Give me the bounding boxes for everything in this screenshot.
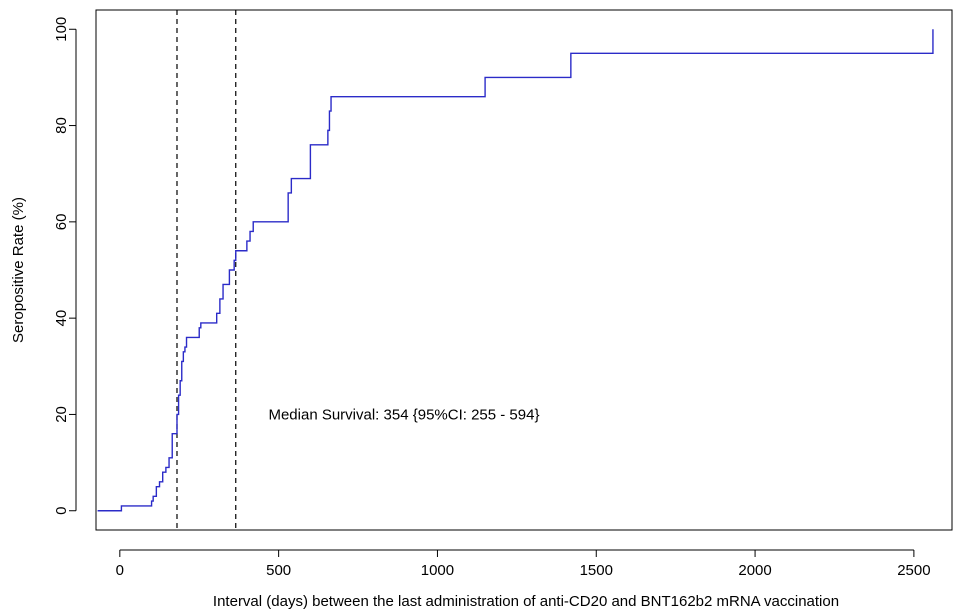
median-survival-annotation: Median Survival: 354 {95%CI: 255 - 594} xyxy=(268,406,539,423)
x-tick-label: 2000 xyxy=(738,562,771,579)
y-tick-label: 40 xyxy=(53,310,70,327)
y-tick-label: 80 xyxy=(53,117,70,134)
y-tick-label: 100 xyxy=(53,17,70,42)
x-axis-title: Interval (days) between the last adminis… xyxy=(213,593,839,610)
x-tick-label: 1500 xyxy=(580,562,613,579)
y-tick-label: 20 xyxy=(53,406,70,423)
survival-step-line xyxy=(97,29,934,512)
x-tick-label: 500 xyxy=(266,562,291,579)
x-tick-label: 0 xyxy=(116,562,124,579)
y-tick-label: 0 xyxy=(53,507,70,515)
plot-frame xyxy=(95,9,953,531)
y-axis-title: Seropositive Rate (%) xyxy=(10,197,27,343)
x-tick-label: 1000 xyxy=(421,562,454,579)
x-tick-label: 2500 xyxy=(897,562,930,579)
y-tick-label: 60 xyxy=(53,214,70,231)
